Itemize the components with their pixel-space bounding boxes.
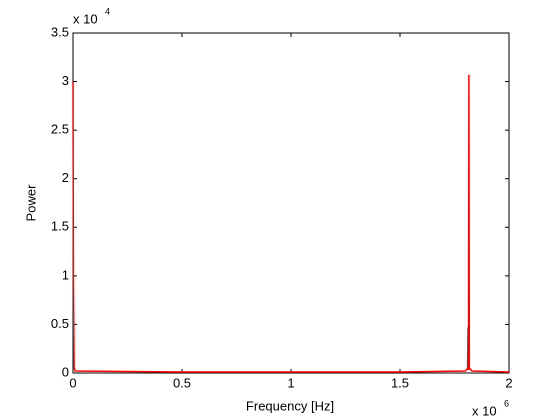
x-tick-label: 2 [505,375,512,390]
y-tick-label: 2.5 [51,122,69,137]
x-multiplier-base: x 10 [472,403,497,418]
x-multiplier-exponent: 6 [504,398,509,408]
y-multiplier-exponent: 4 [105,6,110,16]
x-axis-label: Frequency [Hz] [246,398,334,413]
x-tick-label: 0.5 [173,375,191,390]
y-multiplier-base: x 10 [73,11,98,26]
data-line [72,74,510,373]
y-axis-label: Power [23,184,38,222]
y-tick-label: 3 [62,73,69,88]
plot-box [72,32,510,374]
y-tick-label: 1 [62,267,69,282]
y-tick-label: 2 [62,170,69,185]
x-tick-label: 1 [287,375,294,390]
y-tick-label: 1.5 [51,219,69,234]
x-tick-label: 1.5 [391,375,409,390]
x-tick-label: 0 [69,375,76,390]
y-tick-label: 0.5 [51,316,69,331]
y-tick-label: 0 [62,364,69,379]
y-tick-label: 3.5 [51,24,69,39]
